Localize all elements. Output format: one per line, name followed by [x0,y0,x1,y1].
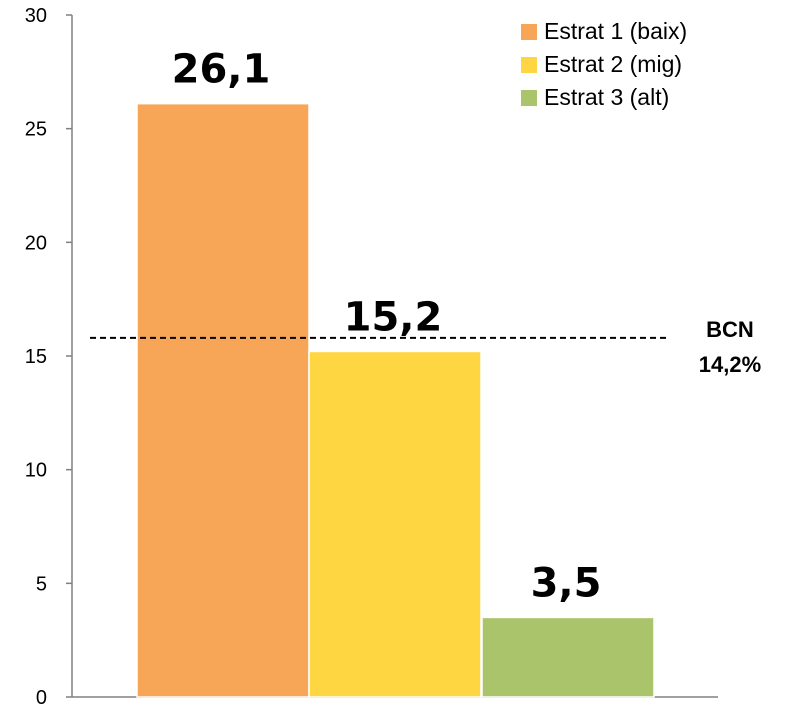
legend-swatch-1 [521,24,537,40]
bar-1 [136,102,310,698]
legend-label-3: Estrat 3 (alt) [544,84,669,110]
chart-value-labels: 26,1 15,2 3,5 [172,47,602,607]
data-label-2: 15,2 [344,294,443,340]
y-tick-label: 10 [25,460,47,482]
data-label-3: 3,5 [531,560,602,606]
chart-legend: Estrat 1 (baix) Estrat 2 (mig) Estrat 3 (a… [521,18,687,110]
legend-swatch-3 [521,90,537,106]
y-tick-label: 25 [25,119,47,141]
y-tick-label: 15 [25,346,47,368]
y-tick-label: 0 [36,687,47,709]
y-tick-label: 30 [25,5,47,27]
legend-swatch-2 [521,57,537,73]
legend-label-2: Estrat 2 (mig) [544,51,682,77]
reference-label-value: 14,2% [699,352,761,377]
reference-line-group: BCN 14,2% [90,317,761,377]
legend-label-1: Estrat 1 (baix) [544,18,687,44]
bar-2 [308,350,482,698]
y-tick-label: 20 [25,232,47,254]
chart-bars [136,102,655,698]
bar-3 [481,616,655,698]
data-label-1: 26,1 [172,47,271,93]
reference-label-name: BCN [706,317,754,342]
y-tick-label: 5 [36,573,47,595]
